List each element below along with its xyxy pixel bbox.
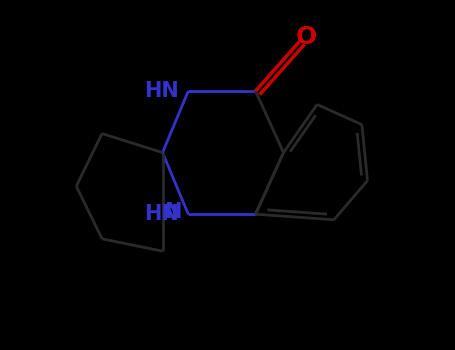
Text: HN: HN <box>145 204 179 224</box>
Text: HN: HN <box>145 81 179 101</box>
Text: N: N <box>164 202 182 222</box>
Text: O: O <box>295 25 317 49</box>
